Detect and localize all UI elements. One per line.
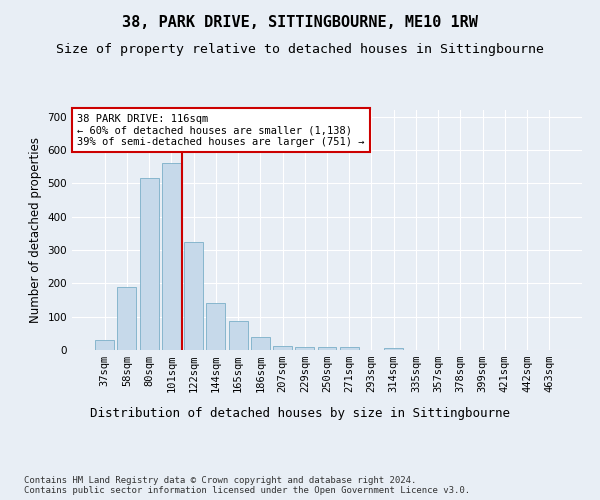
- Text: 38 PARK DRIVE: 116sqm
← 60% of detached houses are smaller (1,138)
39% of semi-d: 38 PARK DRIVE: 116sqm ← 60% of detached …: [77, 114, 365, 147]
- Text: 38, PARK DRIVE, SITTINGBOURNE, ME10 1RW: 38, PARK DRIVE, SITTINGBOURNE, ME10 1RW: [122, 15, 478, 30]
- Bar: [95, 340, 114, 350]
- Bar: [317, 348, 337, 350]
- Bar: [384, 348, 403, 350]
- Bar: [162, 164, 181, 350]
- Bar: [251, 338, 270, 350]
- Text: Contains HM Land Registry data © Crown copyright and database right 2024.
Contai: Contains HM Land Registry data © Crown c…: [24, 476, 470, 495]
- Bar: [184, 242, 203, 350]
- Y-axis label: Number of detached properties: Number of detached properties: [29, 137, 42, 323]
- Bar: [229, 322, 248, 350]
- Bar: [118, 286, 136, 350]
- Bar: [340, 348, 359, 350]
- Bar: [140, 178, 158, 350]
- Bar: [273, 346, 292, 350]
- Bar: [206, 302, 225, 350]
- Bar: [295, 348, 314, 350]
- Text: Size of property relative to detached houses in Sittingbourne: Size of property relative to detached ho…: [56, 42, 544, 56]
- Text: Distribution of detached houses by size in Sittingbourne: Distribution of detached houses by size …: [90, 408, 510, 420]
